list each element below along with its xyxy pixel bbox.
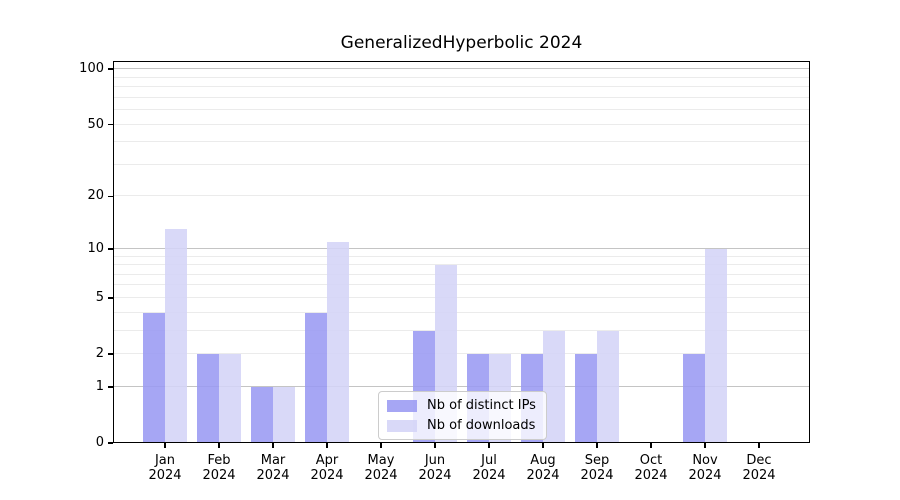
y-gridline-minor	[113, 284, 810, 286]
y-tick-mark	[108, 297, 113, 299]
plot-area	[113, 61, 810, 443]
x-tick-mark	[326, 443, 328, 448]
y-tick-label: 1	[95, 378, 104, 394]
y-tick-mark	[108, 68, 113, 70]
x-tick-mark	[272, 443, 274, 448]
y-gridline-minor	[113, 296, 810, 298]
x-tick-mark	[758, 443, 760, 448]
x-tick-label: Jan 2024	[148, 453, 182, 483]
x-tick-label: Nov 2024	[688, 453, 722, 483]
y-gridline-minor	[113, 123, 810, 125]
x-tick-label: May 2024	[364, 453, 398, 483]
x-tick-label: Aug 2024	[526, 453, 560, 483]
y-gridline-minor	[113, 163, 810, 165]
y-gridline-major	[113, 247, 810, 249]
x-tick-label: Oct 2024	[634, 453, 668, 483]
legend-label: Nb of downloads	[427, 418, 536, 433]
legend: Nb of distinct IPs Nb of downloads	[378, 391, 547, 440]
y-gridline-minor	[113, 86, 810, 88]
y-tick-label: 2	[95, 346, 104, 361]
y-gridline-minor	[113, 264, 810, 266]
bar-distinct-ips-sep	[575, 354, 597, 443]
bar-downloads-nov	[705, 248, 727, 443]
x-tick-mark	[434, 443, 436, 448]
y-tick-label: 5	[95, 289, 104, 305]
bar-distinct-ips-apr	[305, 312, 327, 443]
x-tick-label: Feb 2024	[202, 453, 236, 483]
bar-distinct-ips-nov	[683, 354, 705, 443]
y-tick-label: 10	[87, 240, 104, 256]
y-gridline-minor	[113, 255, 810, 257]
y-gridline-major	[113, 68, 810, 70]
x-tick-mark	[164, 443, 166, 448]
x-tick-mark	[488, 443, 490, 448]
x-tick-label: Jul 2024	[472, 453, 506, 483]
bar-downloads-mar	[273, 386, 295, 443]
x-tick-label: Dec 2024	[742, 453, 776, 483]
legend-swatch-downloads	[387, 419, 417, 432]
bar-downloads-sep	[597, 330, 619, 443]
x-tick-mark	[380, 443, 382, 448]
x-tick-mark	[596, 443, 598, 448]
y-tick-mark	[108, 353, 113, 355]
chart-title: GeneralizedHyperbolic 2024	[340, 33, 583, 53]
y-tick-label: 0	[95, 435, 104, 450]
y-gridline-minor	[113, 329, 810, 331]
y-tick-label: 100	[79, 61, 104, 77]
legend-label: Nb of distinct IPs	[427, 398, 536, 413]
x-tick-mark	[704, 443, 706, 448]
y-tick-label: 20	[87, 188, 104, 204]
y-gridline-minor	[113, 195, 810, 197]
legend-item-distinct-ips: Nb of distinct IPs	[387, 398, 536, 413]
bar-downloads-aug	[543, 330, 565, 443]
y-gridline-minor	[113, 273, 810, 275]
bar-downloads-jan	[165, 229, 187, 443]
y-gridline-minor	[113, 96, 810, 98]
x-tick-label: Jun 2024	[418, 453, 452, 483]
y-gridline-major	[113, 385, 810, 387]
y-tick-mark	[108, 248, 113, 250]
y-tick-mark	[108, 123, 113, 126]
y-tick-label: 50	[87, 116, 104, 132]
y-gridline-minor	[113, 311, 810, 313]
y-tick-mark	[108, 442, 113, 444]
bar-distinct-ips-feb	[197, 354, 219, 443]
x-tick-label: Sep 2024	[580, 453, 614, 483]
y-tick-mark	[108, 195, 113, 198]
y-gridline-minor	[113, 76, 810, 78]
x-tick-label: Mar 2024	[256, 453, 290, 483]
x-tick-label: Apr 2024	[310, 453, 344, 483]
legend-item-downloads: Nb of downloads	[387, 418, 536, 433]
y-gridline-minor	[113, 109, 810, 111]
y-gridline-minor	[113, 141, 810, 143]
x-tick-mark	[650, 443, 652, 448]
legend-swatch-distinct-ips	[387, 399, 417, 412]
x-tick-mark	[542, 443, 544, 448]
y-tick-mark	[108, 386, 113, 388]
bar-downloads-apr	[327, 241, 349, 443]
bar-distinct-ips-jan	[143, 312, 165, 443]
bar-distinct-ips-mar	[251, 386, 273, 443]
y-gridline-minor	[113, 353, 810, 355]
bar-downloads-feb	[219, 354, 241, 443]
x-tick-mark	[218, 443, 220, 448]
